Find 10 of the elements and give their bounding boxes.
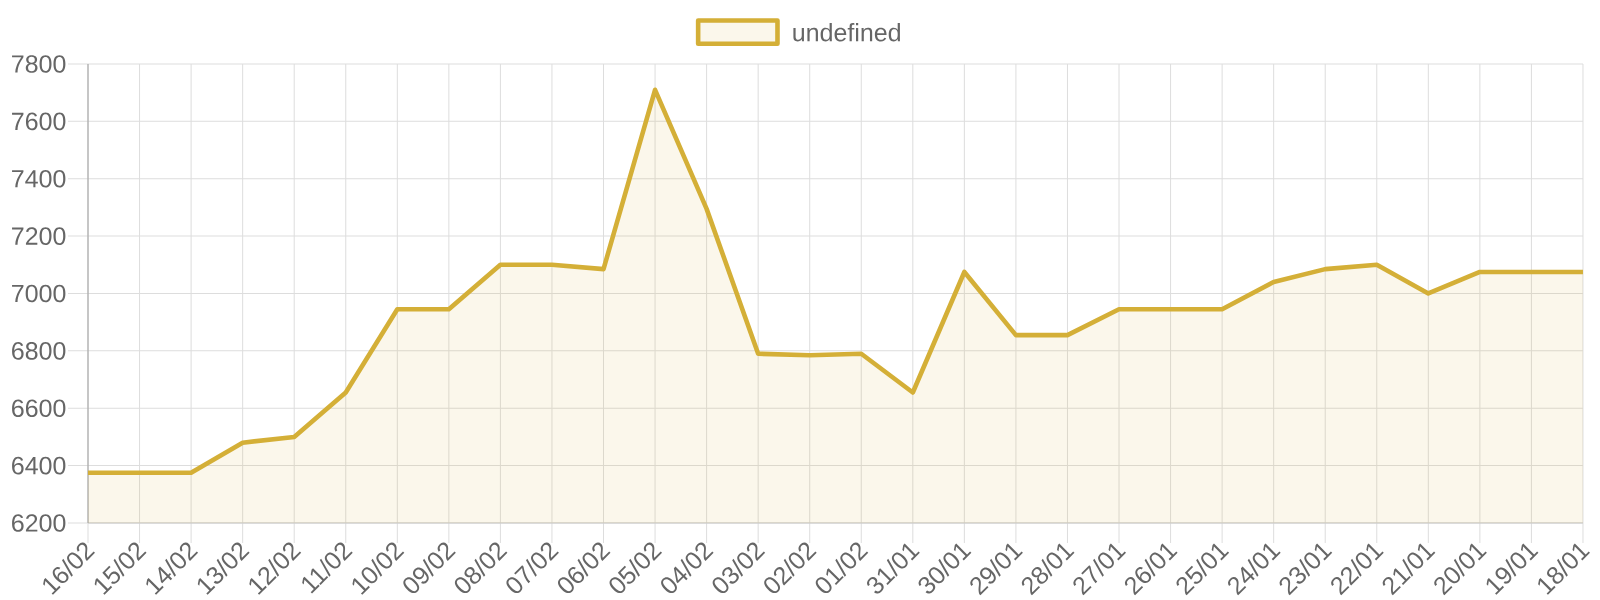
y-tick-label: 7400 [12, 169, 66, 188]
y-tick-label: 6200 [12, 514, 66, 532]
y-tick-label: 7600 [12, 112, 66, 131]
y-tick-label: 7000 [12, 284, 66, 303]
y-tick-label: 7800 [12, 55, 66, 73]
y-tick-label: 6600 [12, 399, 66, 418]
y-tick-label: 7200 [12, 227, 66, 245]
legend-label: undefined [793, 23, 900, 42]
y-tick-label: 6400 [12, 456, 66, 475]
y-tick-label: 6800 [12, 342, 66, 360]
